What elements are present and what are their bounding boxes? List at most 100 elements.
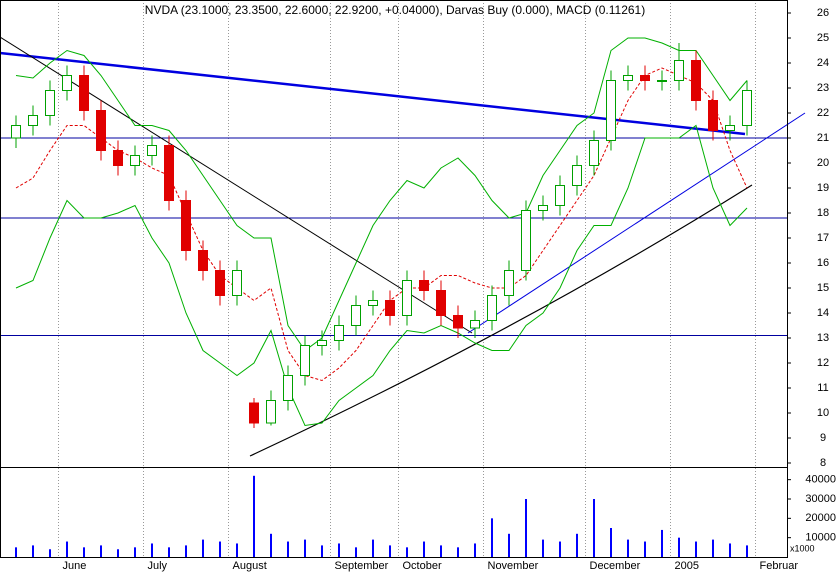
y-tick-label: 14: [817, 307, 829, 319]
candle-body: [62, 75, 72, 91]
candle-body: [538, 205, 548, 211]
candle-body: [657, 80, 667, 82]
volume-bar: [712, 539, 714, 557]
volume-bar: [236, 543, 238, 557]
candle-body: [487, 295, 497, 321]
candle-body: [572, 165, 582, 186]
volume-bar: [474, 543, 476, 557]
y-tick-label: 18: [817, 207, 829, 219]
candle-body: [249, 402, 259, 424]
candle-body: [11, 125, 21, 139]
y-tick-label: 20: [817, 157, 829, 169]
y-tick-label: 15: [817, 282, 829, 294]
volume-bar: [678, 537, 680, 557]
volume-bar: [83, 547, 85, 557]
volume-bar: [32, 545, 34, 557]
volume-bar: [423, 541, 425, 557]
overlay-line: [15, 67, 748, 382]
candle-body: [470, 320, 480, 329]
overlay-line: [15, 37, 748, 352]
volume-bar: [270, 533, 272, 557]
candle-body: [351, 305, 361, 326]
volume-panel: [0, 467, 788, 558]
x-tick-label: November: [488, 560, 539, 572]
candle-body: [708, 100, 718, 131]
x-tick-label: July: [148, 560, 168, 572]
volume-bar: [321, 545, 323, 557]
y-tick-label: 22: [817, 107, 829, 119]
y-tick-label: 16: [817, 257, 829, 269]
volume-bar: [304, 539, 306, 557]
x-tick-label: June: [63, 560, 87, 572]
candle-body: [164, 145, 174, 201]
candle-body: [606, 80, 616, 141]
y-tick-label: 11: [817, 382, 828, 394]
y-tick-label: 19: [817, 182, 829, 194]
candle-body: [334, 325, 344, 341]
x-tick-label: 2005: [675, 560, 699, 572]
volume-unit: x1000: [790, 543, 815, 553]
volume-bar: [491, 518, 493, 557]
volume-tick-label: 10000: [805, 532, 836, 544]
candle-body: [589, 140, 599, 166]
volume-bar: [559, 541, 561, 557]
y-tick-label: 13: [817, 332, 829, 344]
y-tick-label: 21: [817, 132, 829, 144]
volume-bar: [525, 499, 527, 557]
volume-bar: [66, 541, 68, 557]
y-tick-label: 26: [817, 7, 829, 19]
volume-bar: [15, 547, 17, 557]
volume-bar: [389, 545, 391, 557]
trend-line: [0, 51, 746, 136]
volume-bar: [100, 545, 102, 557]
volume-bar: [253, 475, 255, 557]
volume-bar: [49, 549, 51, 557]
candle-body: [317, 340, 327, 346]
volume-bar: [661, 529, 663, 557]
candle-body: [45, 90, 55, 116]
volume-tick-label: 20000: [805, 512, 836, 524]
volume-bar: [151, 543, 153, 557]
volume-bar: [168, 547, 170, 557]
candle-body: [147, 145, 157, 156]
y-tick-label: 10: [817, 407, 829, 419]
volume-bar: [457, 547, 459, 557]
candle-body: [96, 110, 106, 151]
candle-body: [419, 280, 429, 291]
candle-body: [453, 315, 463, 329]
y-tick-label: 12: [817, 357, 829, 369]
volume-bar: [372, 539, 374, 557]
candle-body: [725, 125, 735, 131]
x-tick-label: September: [335, 560, 389, 572]
candle-body: [130, 155, 140, 166]
y-tick-label: 9: [820, 432, 826, 444]
candle-body: [742, 90, 752, 126]
candle-body: [266, 400, 276, 424]
candle-body: [402, 280, 412, 316]
candle-body: [521, 210, 531, 271]
volume-bar: [219, 541, 221, 557]
candle-body: [79, 75, 89, 111]
x-tick-label: August: [233, 560, 267, 572]
volume-bar: [542, 539, 544, 557]
trend-line: [467, 112, 806, 334]
candle-body: [28, 115, 38, 126]
overlay-line: [15, 124, 748, 427]
y-tick-label: 25: [817, 32, 829, 44]
volume-bar: [627, 539, 629, 557]
candle-body: [504, 270, 514, 296]
volume-bar: [610, 528, 612, 557]
trend-line: [0, 36, 473, 334]
candle-body: [113, 150, 123, 166]
candle-body: [674, 60, 684, 81]
candle-body: [300, 345, 310, 376]
volume-bar: [338, 543, 340, 557]
marks: [11, 37, 752, 557]
volume-bar: [729, 543, 731, 557]
volume-bar: [508, 533, 510, 557]
candle-body: [283, 375, 293, 401]
volume-bar: [185, 545, 187, 557]
volume-bar: [355, 547, 357, 557]
